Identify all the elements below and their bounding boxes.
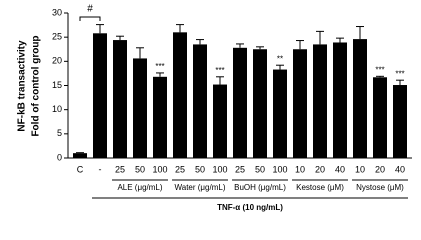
chart: NF-kB transactivity Fold of control grou…: [17, 4, 412, 212]
bar: [113, 40, 127, 158]
error-bar: [216, 76, 224, 85]
x-tick-label: 40: [395, 164, 405, 174]
y-tick-label: 0: [57, 152, 62, 162]
error-bar: [336, 37, 344, 43]
x-tick-label: 50: [195, 164, 205, 174]
group-label: Nystose (μM): [356, 183, 404, 192]
group-label: Kestose (μM): [296, 183, 344, 192]
significance-label: ***: [375, 65, 384, 74]
group-label: Water (μg/mL): [175, 183, 226, 192]
error-bar: [256, 46, 264, 50]
error-bar: [136, 47, 144, 59]
y-tick-label: 25: [52, 32, 62, 42]
group-label: ALE (μg/mL): [117, 183, 162, 192]
y-tick-label: 10: [52, 104, 62, 114]
significance-label: ***: [215, 66, 224, 75]
x-tick-label: 100: [152, 164, 167, 174]
x-tick-label: 10: [295, 164, 305, 174]
bar: [333, 42, 347, 158]
significance-label: **: [277, 54, 283, 63]
bar: [173, 32, 187, 159]
y-tick-label: 5: [57, 128, 62, 138]
y-axis-label: NF-kB transactivity: [17, 40, 28, 132]
bar: [273, 69, 287, 158]
x-tick-label: C: [77, 164, 84, 174]
bar: [93, 33, 107, 158]
y-tick-label: 15: [52, 80, 62, 90]
control-mark: #: [87, 4, 93, 15]
error-bar: [376, 75, 384, 78]
error-bar: [116, 35, 124, 41]
x-tick-label: 25: [235, 164, 245, 174]
bar: [393, 85, 407, 158]
bar: [353, 39, 367, 158]
x-tick-label: 50: [255, 164, 265, 174]
x-tick-label: 25: [175, 164, 185, 174]
bar: [233, 47, 247, 158]
bar: [253, 49, 267, 158]
bar: [293, 49, 307, 158]
significance-bracket: [79, 16, 101, 21]
error-bar: [96, 24, 104, 34]
error-bar: [156, 72, 164, 77]
x-tick-label: 100: [212, 164, 227, 174]
x-tick-label: 25: [115, 164, 125, 174]
y-axis-label: Fold of control group: [31, 35, 42, 136]
x-tick-label: -: [99, 164, 102, 174]
x-tick-label: 50: [135, 164, 145, 174]
x-tick-label: 20: [315, 164, 325, 174]
group-label: BuOH (μg/mL): [234, 183, 286, 192]
x-tick-label: 20: [375, 164, 385, 174]
treatment-label: TNF-α (10 ng/mL): [217, 203, 283, 212]
significance-label: ***: [395, 69, 404, 78]
error-bar: [176, 24, 184, 33]
error-bar: [296, 40, 304, 50]
y-tick-label: 30: [52, 7, 62, 17]
error-bar: [236, 43, 244, 48]
error-bar: [316, 30, 324, 45]
bar: [213, 84, 227, 158]
error-bar: [196, 39, 204, 45]
bar: [133, 58, 147, 158]
error-bar: [276, 64, 284, 70]
x-tick-label: 100: [272, 164, 287, 174]
bar: [153, 76, 167, 158]
bar: [373, 77, 387, 158]
x-tick-label: 40: [335, 164, 345, 174]
y-tick-label: 20: [52, 56, 62, 66]
significance-label: ***: [155, 62, 164, 71]
bar: [193, 44, 207, 158]
x-tick-label: 10: [355, 164, 365, 174]
error-bar: [396, 79, 404, 86]
bar: [73, 153, 87, 158]
error-bar: [356, 26, 364, 40]
bar: [313, 44, 327, 158]
